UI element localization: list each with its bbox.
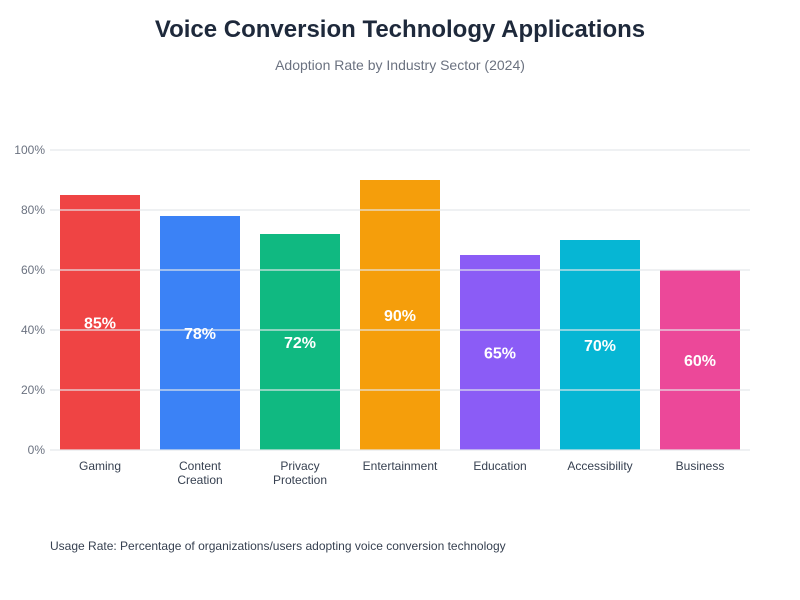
y-tick-label: 60% — [21, 263, 45, 277]
x-tick-label: Content Creation — [177, 459, 222, 487]
y-tick-label: 20% — [21, 383, 45, 397]
value-label: 90% — [384, 308, 416, 325]
value-labels: 85% 78% 72% 90% 65% 70% 60% — [84, 308, 716, 370]
value-label: 65% — [484, 346, 516, 363]
bar-education — [460, 255, 540, 450]
y-tick-label: 0% — [28, 443, 46, 457]
y-axis-ticks: 0% 20% 40% 60% 80% 100% — [14, 143, 45, 457]
value-label: 72% — [284, 335, 316, 352]
y-tick-label: 100% — [14, 143, 45, 157]
bar-gaming — [60, 195, 140, 450]
value-label: 60% — [684, 353, 716, 370]
x-tick-label: Business — [676, 459, 725, 473]
x-tick-label: Gaming — [79, 459, 121, 473]
chart-footnote: Usage Rate: Percentage of organizations/… — [50, 539, 506, 553]
bars-layer — [60, 180, 740, 450]
y-tick-label: 80% — [21, 203, 45, 217]
x-tick-label: Education — [473, 459, 526, 473]
gridlines — [50, 149, 750, 451]
value-label: 85% — [84, 316, 116, 333]
bar-content-creation — [160, 216, 240, 450]
x-tick-label: Entertainment — [363, 459, 438, 473]
value-label: 70% — [584, 338, 616, 355]
x-tick-label: Privacy Protection — [273, 459, 327, 487]
x-axis-labels: Gaming Content Creation Privacy Protection En… — [79, 459, 724, 487]
chart-title: Voice Conversion Technology Applications — [154, 16, 646, 43]
bar-entertainment — [360, 180, 440, 450]
x-tick-label: Accessibility — [567, 459, 632, 473]
bar-accessibility — [560, 240, 640, 450]
value-label: 78% — [184, 326, 216, 343]
y-tick-label: 40% — [21, 323, 45, 337]
chart-subtitle: Adoption Rate by Industry Sector (2024) — [275, 57, 525, 73]
bar-business — [660, 270, 740, 450]
